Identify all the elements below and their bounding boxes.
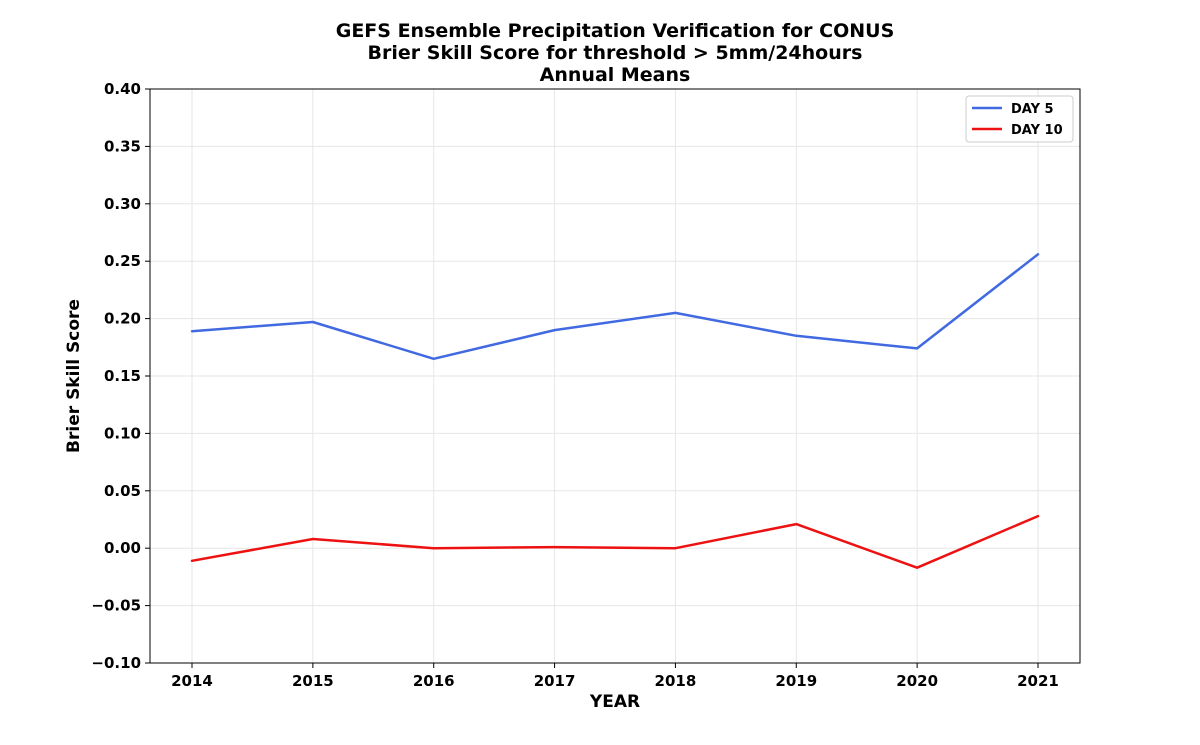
x-axis-ticks: 2014 2015 2016 2017 2018 2019 2020 2021: [171, 663, 1059, 690]
y-tick-label: −0.10: [91, 654, 141, 672]
chart-title-line-3: Annual Means: [540, 64, 691, 86]
legend: DAY 5 DAY 10: [965, 95, 1074, 143]
y-axis-label: Brier Skill Score: [64, 299, 84, 453]
x-tick-label: 2015: [292, 672, 334, 690]
y-tick-label: 0.35: [104, 137, 141, 155]
x-axis-label: YEAR: [589, 692, 640, 712]
y-tick-label: 0.05: [104, 482, 141, 500]
legend-label-day-5: DAY 5: [1011, 102, 1054, 117]
y-tick-label: 0.40: [104, 80, 141, 98]
series-line-day-10: [190, 514, 1040, 569]
grid-layer: [150, 88, 1080, 664]
y-tick-label: 0.25: [104, 252, 141, 270]
chart-title-line-2: Brier Skill Score for threshold > 5mm/24…: [368, 42, 863, 64]
y-tick-label: 0.15: [104, 367, 141, 385]
chart-title-line-1: GEFS Ensemble Precipitation Verification…: [336, 20, 895, 42]
x-tick-label: 2021: [1017, 672, 1059, 690]
y-tick-label: 0.00: [104, 539, 141, 557]
x-tick-label: 2020: [896, 672, 938, 690]
x-tick-label: 2016: [413, 672, 455, 690]
y-tick-label: −0.05: [91, 597, 141, 615]
x-tick-label: 2014: [171, 672, 213, 690]
y-tick-label: 0.30: [104, 195, 141, 213]
x-tick-label: 2018: [655, 672, 697, 690]
y-tick-label: 0.20: [104, 310, 141, 328]
x-tick-label: 2017: [534, 672, 576, 690]
series-layer: [190, 253, 1040, 569]
x-tick-label: 2019: [775, 672, 817, 690]
series-line-day-5: [190, 253, 1040, 361]
y-tick-label: 0.10: [104, 424, 141, 442]
y-axis-ticks: −0.10 −0.05 0.00 0.05 0.10 0.15 0.20 0.25 0.30 0.…: [91, 80, 150, 672]
legend-label-day-10: DAY 10: [1011, 123, 1063, 138]
